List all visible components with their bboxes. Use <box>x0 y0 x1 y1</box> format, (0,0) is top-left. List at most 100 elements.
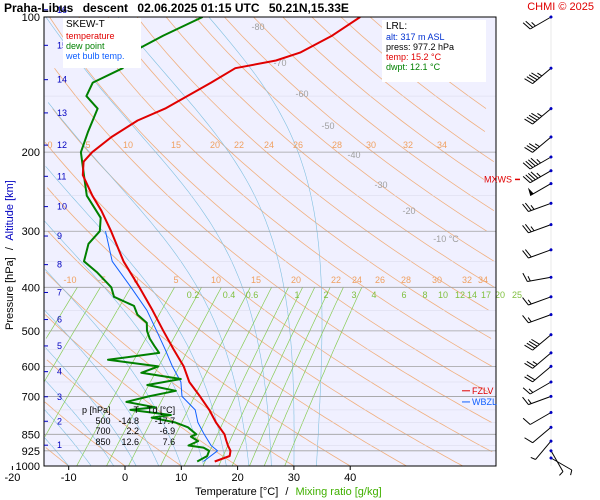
x-axis-label-sep: / <box>285 486 289 498</box>
moist-adiabat-label: 20 <box>291 275 301 285</box>
wind-barb-dot <box>549 201 553 205</box>
lrl-press: press: 977.2 hPa <box>386 42 455 52</box>
mixing-ratio-label: 25 <box>512 290 522 300</box>
wind-barb <box>522 313 553 324</box>
wind-barb-full <box>524 147 533 153</box>
wind-barb-full <box>522 162 531 170</box>
coords-label: 50.21N,15.33E <box>268 1 349 15</box>
wind-barb <box>522 201 553 212</box>
wind-barb-full <box>524 376 533 383</box>
altitude-tick-label: 2 <box>57 416 62 426</box>
station-name: Praha-Libus <box>4 1 74 15</box>
moist-adiabat-label: 24 <box>352 275 362 285</box>
altitude-tick-label: 15 <box>57 40 67 50</box>
moist-adiabat-label: 32 <box>462 275 472 285</box>
wind-barb-full <box>524 249 532 258</box>
dry-adiabat-label: -50 <box>321 121 334 131</box>
wind-barb-full <box>531 112 540 119</box>
wind-barb <box>522 295 553 306</box>
wind-barb-full <box>526 361 536 367</box>
cell: 2.2 <box>126 426 140 436</box>
y-axis-label-sep: / <box>4 247 16 251</box>
dry-adiabat-label: -30 <box>374 180 387 190</box>
wind-barb-staff <box>532 426 552 444</box>
moist-adiabat-label: 15 <box>251 275 261 285</box>
col-p: p [hPa] <box>82 405 111 415</box>
dry-adiabat-label: -10 °C <box>433 234 459 244</box>
wind-barb-full <box>528 143 538 149</box>
lrl-dwpt: dwpt: 12.1 °C <box>386 62 441 72</box>
wind-barb-dot <box>549 411 553 414</box>
wind-barb <box>530 439 553 460</box>
wind-barb-full <box>531 338 540 345</box>
wind-barb-dot <box>549 456 553 460</box>
wind-barb-half <box>530 456 536 460</box>
dry-adiabat-line <box>311 17 495 163</box>
wind-barb-full <box>522 250 529 259</box>
wind-barb-full <box>522 315 529 324</box>
wind-barb <box>524 425 553 444</box>
moist-adiabat-line <box>45 166 227 466</box>
wind-barb-staff <box>528 224 552 234</box>
wind-barb-half <box>536 159 541 164</box>
pressure-tick-label: 100 <box>22 12 40 24</box>
wind-barb <box>522 272 553 282</box>
moist-adiabat-label: 26 <box>293 140 303 150</box>
moist-adiabat-label: 34 <box>478 275 488 285</box>
wind-barb-half <box>537 72 543 77</box>
temperature-tick-label: 10 <box>175 472 187 484</box>
altitude-tick-label: 16 <box>57 5 67 15</box>
wind-barb-dot <box>549 364 553 368</box>
pressure-tick-label: 1000 <box>16 461 40 473</box>
y-axis-label-pressure: Pressure [hPa] <box>4 257 16 330</box>
altitude-tick-label: 6 <box>57 315 62 325</box>
wind-barb-half <box>536 172 541 178</box>
dry-adiabat-label: -40 <box>347 150 360 160</box>
legend-item-wetbulb: wet bulb temp. <box>66 51 125 61</box>
altitude-tick-label: 10 <box>57 202 67 212</box>
wind-barb-dot <box>549 439 553 443</box>
wind-barb-full <box>525 20 534 28</box>
wind-barb-full <box>522 297 529 306</box>
wind-barb-dot <box>549 15 553 19</box>
wind-barb-full <box>526 116 536 123</box>
wbzl-label: WBZL <box>472 397 497 407</box>
moist-adiabat-label: 22 <box>331 275 341 285</box>
dry-adiabat-line <box>282 17 485 180</box>
wind-barb-half <box>527 399 532 404</box>
pressure-tick-label: 500 <box>22 326 40 338</box>
lrl-temp: temp: 15.2 °C <box>386 52 442 62</box>
mixing-ratio-label: 0.6 <box>246 290 259 300</box>
dry-adiabat-label: -20 <box>402 206 415 216</box>
cell: -14.8 <box>118 415 140 426</box>
wind-barbs <box>522 15 573 476</box>
wind-barb-staff <box>528 314 552 324</box>
pressure-tick-label: 200 <box>22 147 40 159</box>
legend-item-dewpoint: dew point <box>66 41 105 51</box>
wind-barb-full <box>524 224 532 233</box>
wind-barb-full <box>524 202 532 211</box>
wind-barb-full <box>522 22 531 30</box>
wind-barb-dot <box>549 66 553 70</box>
moist-adiabat-label: 15 <box>171 140 181 150</box>
axes: 1002003004005006007008509251000123456789… <box>4 5 497 484</box>
wind-barb-staff <box>529 16 552 30</box>
wind-barb-half <box>527 317 532 323</box>
altitude-tick-label: 12 <box>57 140 67 150</box>
cell: 700 <box>95 426 111 436</box>
fzlv-label: FZLV <box>472 386 493 396</box>
pressure-tick-label: 850 <box>22 429 40 441</box>
moist-adiabat-label: 20 <box>210 140 220 150</box>
wind-barb <box>522 169 553 184</box>
x-axis-label-mix: Mixing ratio [g/kg] <box>295 486 382 498</box>
wind-barb-full <box>531 72 540 79</box>
levels-table-header: p [hPa] T Td [°C] <box>78 405 179 416</box>
wind-barb-full <box>522 176 531 184</box>
cell: 850 <box>95 436 111 447</box>
wind-barb-full <box>530 157 539 165</box>
wind-barb <box>524 135 553 153</box>
wind-barb-full <box>526 342 536 349</box>
wind-barb <box>524 351 553 369</box>
moist-adiabat-label: -10 <box>63 275 76 285</box>
